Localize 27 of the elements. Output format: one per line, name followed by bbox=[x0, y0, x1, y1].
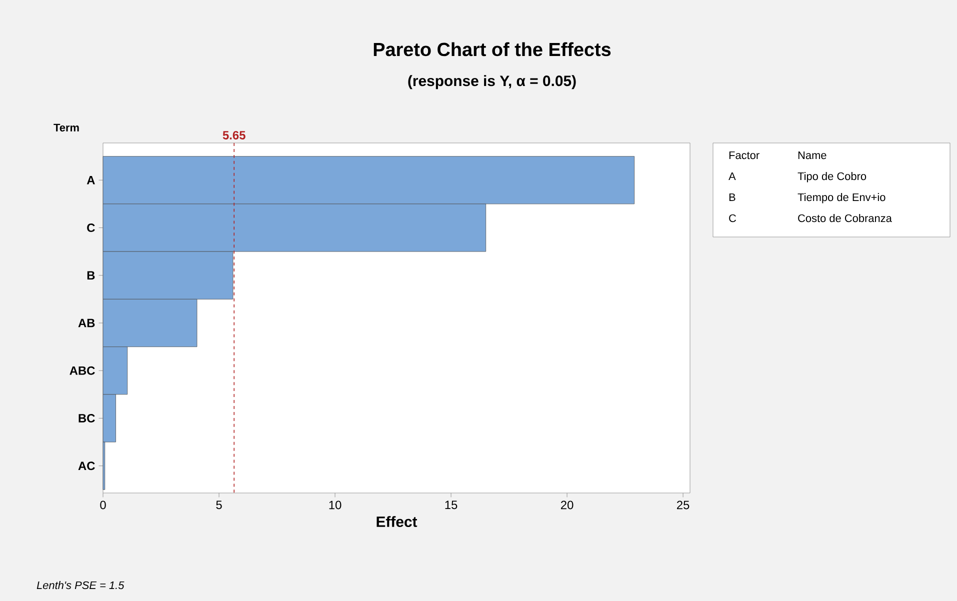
x-tick-label: 25 bbox=[676, 500, 690, 510]
text: Name bbox=[798, 151, 826, 160]
y-tick-label: AC bbox=[78, 462, 95, 470]
chart-title: Pareto Chart of the Effects bbox=[374, 42, 611, 56]
chart-subtitle: (response is Y, α = 0.05) bbox=[408, 75, 576, 90]
y-tick-label: C bbox=[87, 224, 95, 232]
x-axis-title: Effect bbox=[376, 516, 418, 528]
x-tick-label: 5 bbox=[216, 500, 222, 510]
text: B bbox=[729, 193, 736, 201]
text: Tipo de Cobro bbox=[798, 172, 866, 182]
y-tick-label: A bbox=[86, 176, 95, 184]
text: Factor bbox=[729, 151, 760, 160]
text: C bbox=[729, 214, 736, 222]
text: Lenth's PSE = 1.5 bbox=[36, 581, 124, 590]
y-tick-label: ABC bbox=[70, 366, 95, 375]
y-tick-label: B bbox=[87, 271, 95, 280]
x-tick-label: 20 bbox=[560, 500, 574, 510]
x-tick-label: 15 bbox=[445, 500, 458, 510]
text: A bbox=[728, 172, 736, 180]
y-axis-title: Term bbox=[54, 124, 79, 132]
y-tick-label: AB bbox=[78, 318, 95, 328]
x-tick-label: 10 bbox=[329, 500, 342, 510]
ref-line-label: 5.65 bbox=[222, 131, 246, 140]
y-tick-label: BC bbox=[78, 414, 95, 422]
x-tick-label: 0 bbox=[100, 500, 106, 510]
text: Costo de Cobranza bbox=[798, 214, 892, 222]
text: Tiempo de Env+io bbox=[798, 193, 886, 204]
